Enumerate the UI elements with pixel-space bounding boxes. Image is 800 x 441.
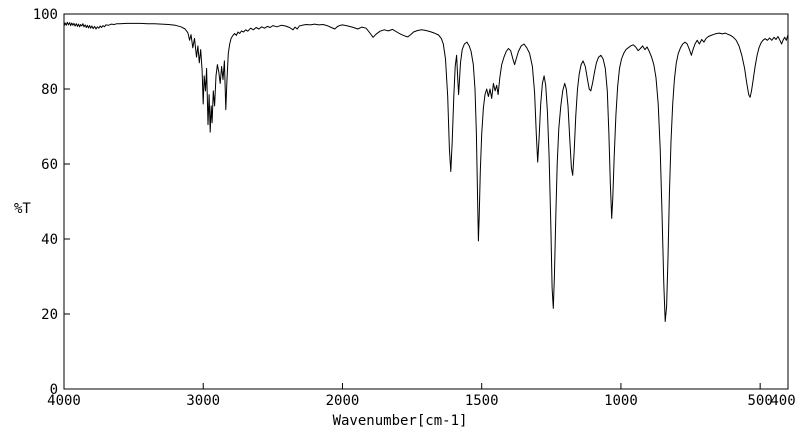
x-tick-label: 4000: [47, 393, 81, 409]
y-axis-ticks: 0 20 40 60 80 100: [33, 7, 70, 398]
spectrum-line: [63, 21, 789, 322]
x-axis-label: Wavenumber[cm-1]: [333, 413, 468, 429]
y-axis-label: %T: [14, 201, 31, 217]
y-tick-label: 60: [41, 157, 58, 173]
plot-border: [63, 13, 789, 390]
x-tick-label: 400: [770, 393, 795, 409]
y-tick-label: 0: [50, 382, 58, 398]
x-tick-label: 3000: [186, 393, 220, 409]
x-tick-label: 1500: [465, 393, 499, 409]
x-tick-label: 500: [748, 393, 773, 409]
y-tick-label: 80: [41, 82, 58, 98]
y-tick-label: 20: [41, 307, 58, 323]
x-tick-label: 1000: [604, 393, 638, 409]
x-tick-label: 2000: [326, 393, 360, 409]
plot-background: [64, 14, 788, 389]
y-tick-label: 100: [33, 7, 58, 23]
y-tick-label: 40: [41, 232, 58, 248]
